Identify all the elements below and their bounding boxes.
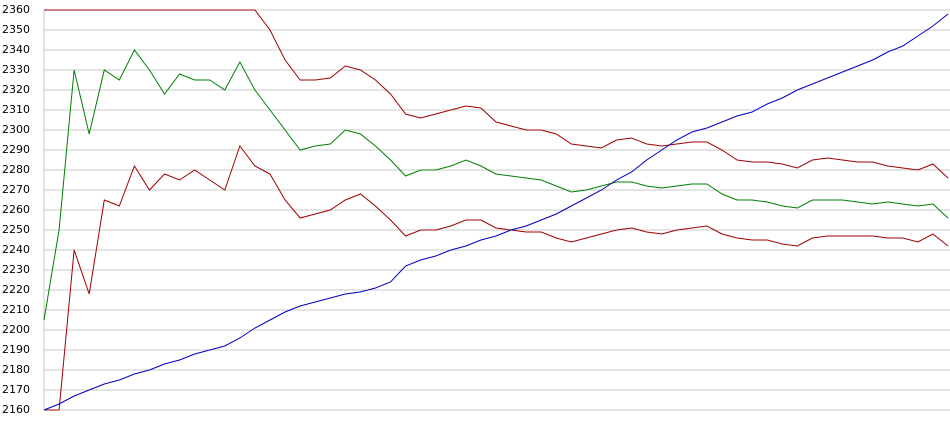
y-tick-label: 2300 [2,123,30,136]
y-tick-label: 2170 [2,383,30,396]
series-line [43,49,949,321]
y-tick-label: 2250 [2,223,30,236]
y-tick-label: 2320 [2,83,30,96]
y-tick-label: 2260 [2,203,30,216]
y-tick-label: 2360 [2,3,30,16]
y-tick-label: 2230 [2,263,30,276]
y-tick-label: 2220 [2,283,30,296]
y-tick-label: 2310 [2,103,30,116]
y-tick-label: 2160 [2,403,30,416]
y-tick-label: 2210 [2,303,30,316]
y-tick-label: 2180 [2,363,30,376]
series-line [43,13,949,411]
y-tick-label: 2270 [2,183,30,196]
y-tick-label: 2290 [2,143,30,156]
y-tick-label: 2340 [2,43,30,56]
y-tick-label: 2240 [2,243,30,256]
y-tick-label: 2330 [2,63,30,76]
y-tick-label: 2200 [2,323,30,336]
y-tick-label: 2280 [2,163,30,176]
series-line [44,144,949,411]
series-line [44,9,949,179]
y-tick-label: 2190 [2,343,30,356]
y-tick-label: 2350 [2,23,30,36]
